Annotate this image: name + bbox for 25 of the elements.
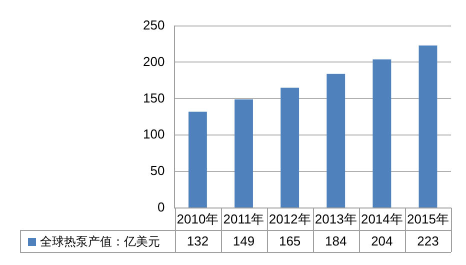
- x-tick-label: 2011年: [223, 212, 264, 227]
- y-tick-label: 200: [142, 54, 165, 69]
- y-tick-label: 100: [142, 126, 165, 142]
- data-label: 184: [325, 234, 347, 249]
- data-label: 165: [278, 234, 301, 249]
- legend-label: 全球热泵产值：亿美元: [40, 234, 160, 248]
- y-tick-label: 150: [142, 90, 165, 106]
- data-label: 149: [232, 234, 255, 249]
- x-tick-label: 2012年: [268, 212, 311, 227]
- data-label: 204: [371, 234, 393, 249]
- bar: [326, 74, 346, 208]
- bar: [280, 88, 300, 208]
- data-label: 132: [186, 234, 209, 249]
- x-tick-label: 2013年: [314, 212, 357, 227]
- data-label: 223: [417, 234, 439, 249]
- y-tick-label: 0: [157, 200, 165, 215]
- y-tick-label: 50: [150, 163, 165, 178]
- bar: [418, 45, 438, 208]
- x-tick-label: 2015年: [407, 212, 449, 227]
- x-tick-label: 2010年: [176, 212, 219, 227]
- bar: [234, 99, 253, 208]
- bar: [188, 112, 207, 208]
- y-tick-label: 250: [142, 17, 165, 32]
- x-tick-label: 2014年: [360, 212, 403, 227]
- bar: [372, 59, 392, 208]
